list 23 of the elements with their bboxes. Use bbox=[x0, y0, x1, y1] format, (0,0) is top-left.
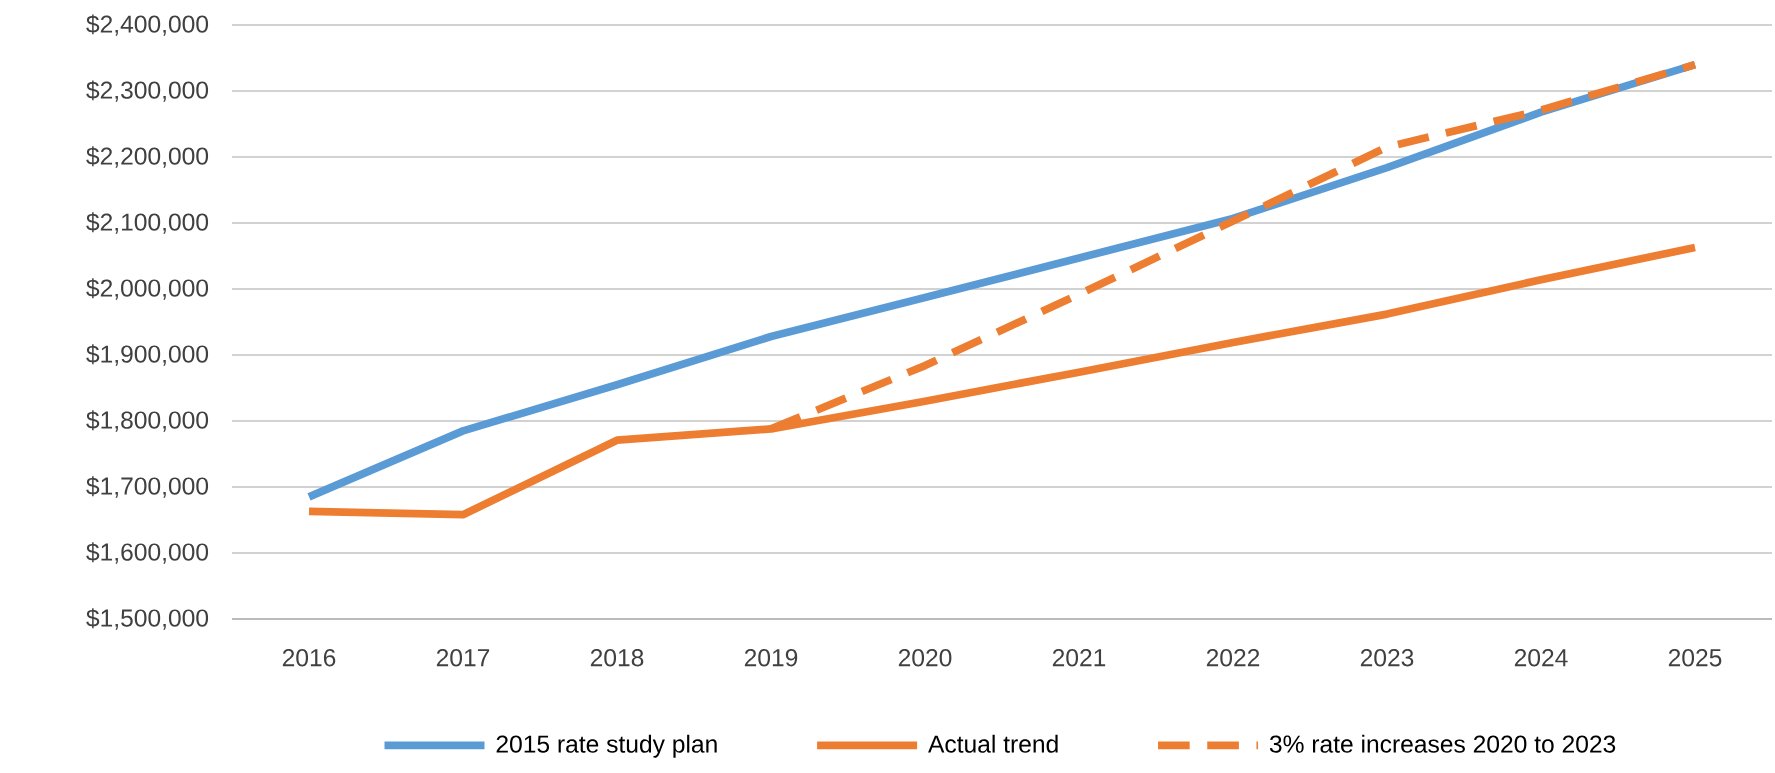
y-tick-label: $2,400,000 bbox=[86, 14, 209, 36]
x-tick-label: 2022 bbox=[1206, 649, 1260, 667]
y-tick-label: $1,700,000 bbox=[86, 476, 209, 498]
y-tick-label: $2,300,000 bbox=[86, 80, 209, 102]
legend-label: 2015 rate study plan bbox=[496, 734, 717, 758]
x-tick-label: 2020 bbox=[898, 649, 952, 667]
x-tick-label: 2019 bbox=[744, 649, 798, 667]
y-tick-label: $1,500,000 bbox=[86, 608, 209, 630]
legend-label: 3% rate increases 2020 to 2023 bbox=[1269, 734, 1616, 753]
x-tick-label: 2025 bbox=[1668, 649, 1722, 667]
y-tick-label: $1,900,000 bbox=[86, 344, 209, 366]
x-tick-label: 2016 bbox=[282, 649, 336, 667]
x-tick-label: 2018 bbox=[590, 649, 644, 667]
y-tick-label: $2,000,000 bbox=[86, 278, 209, 300]
legend-label: Actual trend bbox=[928, 734, 1058, 753]
x-tick-label: 2024 bbox=[1514, 649, 1568, 667]
x-tick-label: 2023 bbox=[1360, 649, 1414, 667]
y-tick-label: $1,800,000 bbox=[86, 410, 209, 432]
y-tick-label: $2,100,000 bbox=[86, 212, 209, 234]
y-tick-label: $1,600,000 bbox=[86, 542, 209, 564]
y-tick-label: $2,200,000 bbox=[86, 146, 209, 168]
x-tick-label: 2017 bbox=[436, 649, 490, 667]
x-tick-label: 2021 bbox=[1052, 649, 1106, 667]
